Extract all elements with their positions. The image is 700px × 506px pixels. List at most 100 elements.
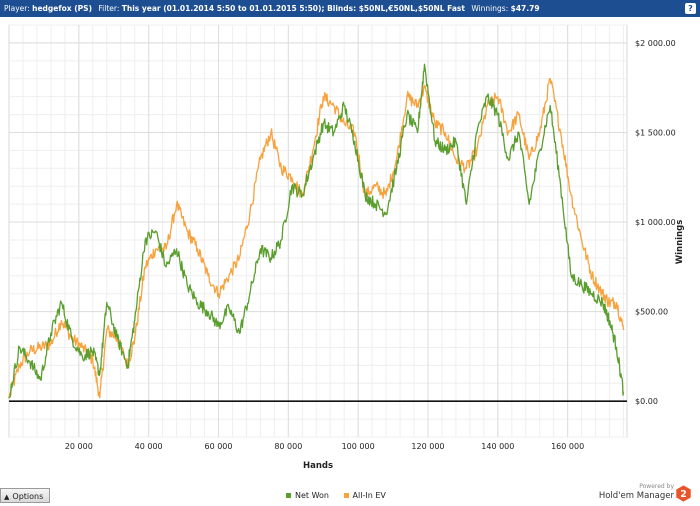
data-point-net-won bbox=[518, 131, 520, 134]
data-point-net-won bbox=[395, 167, 398, 169]
data-point-net-won bbox=[416, 131, 419, 134]
data-point-net-won bbox=[99, 373, 101, 375]
legend-swatch-all-in-ev bbox=[343, 493, 349, 498]
data-point-all-in-ev bbox=[238, 257, 241, 259]
x-tick-labels: 20 000 40 000 60 000 80 000 100 000 120 000 14… bbox=[65, 442, 584, 451]
data-point-net-won bbox=[364, 194, 366, 196]
data-point-net-won bbox=[528, 203, 530, 205]
data-point-all-in-ev bbox=[291, 176, 293, 178]
data-point-all-in-ev bbox=[81, 346, 83, 349]
y-tick-label: $2 000.00 bbox=[635, 39, 676, 48]
data-point-net-won bbox=[507, 158, 509, 160]
data-point-net-won bbox=[71, 337, 73, 340]
series-line-all-in-ev bbox=[8, 78, 625, 399]
data-point-net-won bbox=[385, 212, 387, 214]
x-tick-label: 140 000 bbox=[481, 442, 514, 451]
data-point-net-won bbox=[291, 185, 293, 187]
data-point-net-won bbox=[259, 248, 261, 250]
powered-by-text: Powered by bbox=[639, 483, 674, 490]
legend-item-all-in-ev[interactable]: All-In EV bbox=[343, 491, 386, 500]
data-point-all-in-ev bbox=[280, 167, 282, 169]
data-point-all-in-ev bbox=[207, 275, 209, 277]
data-point-all-in-ev bbox=[570, 194, 572, 196]
data-point-net-won bbox=[343, 105, 345, 107]
data-point-all-in-ev bbox=[455, 158, 457, 160]
data-point-net-won bbox=[560, 185, 562, 187]
data-point-all-in-ev bbox=[497, 96, 499, 98]
data-point-all-in-ev bbox=[217, 293, 220, 295]
data-point-net-won bbox=[18, 346, 21, 349]
data-point-all-in-ev bbox=[99, 396, 101, 399]
x-tick-label: 100 000 bbox=[342, 442, 375, 451]
data-point-net-won bbox=[591, 293, 593, 295]
data-point-all-in-ev bbox=[615, 302, 618, 304]
data-point-all-in-ev bbox=[322, 96, 324, 98]
data-point-all-in-ev bbox=[539, 131, 541, 134]
data-point-net-won bbox=[312, 158, 314, 160]
data-point-all-in-ev bbox=[622, 328, 625, 331]
data-point-all-in-ev bbox=[106, 328, 108, 331]
data-point-all-in-ev bbox=[581, 239, 583, 241]
data-point-all-in-ev bbox=[423, 87, 426, 89]
data-point-net-won bbox=[217, 325, 220, 327]
data-point-all-in-ev bbox=[333, 105, 335, 107]
legend-item-net-won[interactable]: Net Won bbox=[286, 491, 329, 500]
data-point-net-won bbox=[549, 105, 551, 107]
data-point-net-won bbox=[196, 302, 199, 304]
y-tick-label: $1 500.00 bbox=[635, 128, 676, 137]
x-tick-label: 160 000 bbox=[551, 442, 584, 451]
data-point-all-in-ev bbox=[354, 131, 356, 134]
data-point-all-in-ev bbox=[18, 364, 21, 366]
legend-label-all-in-ev: All-In EV bbox=[352, 491, 386, 500]
player-value: hedgefox (PS) bbox=[32, 4, 92, 13]
data-point-all-in-ev bbox=[591, 275, 593, 277]
data-point-all-in-ev bbox=[528, 158, 530, 160]
data-point-net-won bbox=[60, 302, 62, 304]
options-button[interactable]: ▲ Options bbox=[0, 488, 50, 503]
data-point-net-won bbox=[434, 140, 436, 143]
holdem-manager-logo: 2 bbox=[676, 485, 691, 502]
data-point-all-in-ev bbox=[50, 343, 52, 345]
data-point-all-in-ev bbox=[144, 266, 146, 268]
y-axis-label: Winnings bbox=[675, 220, 685, 265]
data-point-all-in-ev bbox=[444, 131, 447, 134]
y-tick-labels: $0.00 $500.00 $1 000.00 $1 500.00 $2 000.00 bbox=[635, 39, 676, 406]
x-tick-label: 80 000 bbox=[274, 442, 302, 451]
data-point-net-won bbox=[207, 311, 209, 313]
x-tick-label: 60 000 bbox=[204, 442, 232, 451]
data-point-all-in-ev bbox=[39, 346, 42, 349]
y-tick-label: $500.00 bbox=[635, 308, 668, 317]
data-point-all-in-ev bbox=[476, 149, 478, 151]
data-point-net-won bbox=[455, 140, 457, 143]
data-point-all-in-ev bbox=[249, 212, 251, 214]
data-point-net-won bbox=[465, 203, 467, 205]
data-point-net-won bbox=[39, 379, 42, 381]
data-point-net-won bbox=[622, 391, 625, 393]
data-point-all-in-ev bbox=[29, 350, 31, 352]
data-point-net-won bbox=[406, 113, 408, 116]
data-point-all-in-ev bbox=[259, 158, 261, 160]
data-point-net-won bbox=[615, 346, 618, 349]
help-icon[interactable]: ? bbox=[685, 3, 696, 14]
data-point-all-in-ev bbox=[385, 194, 387, 196]
data-point-net-won bbox=[29, 361, 31, 363]
svg-text:2: 2 bbox=[680, 489, 687, 500]
legend-swatch-net-won bbox=[286, 493, 291, 498]
winnings-label: Winnings: bbox=[471, 4, 509, 13]
brand-name: Hold'em Manager bbox=[598, 491, 674, 501]
data-point-net-won bbox=[186, 284, 188, 286]
filter-value: This year (01.01.2014 5:50 to 01.01.2015… bbox=[121, 4, 465, 13]
data-point-net-won bbox=[581, 284, 583, 286]
data-point-all-in-ev bbox=[507, 131, 509, 134]
data-point-net-won bbox=[238, 332, 241, 334]
data-point-net-won bbox=[50, 332, 52, 334]
data-point-net-won bbox=[280, 239, 282, 241]
player-label: Player: bbox=[4, 4, 30, 13]
data-point-all-in-ev bbox=[270, 131, 272, 134]
data-point-all-in-ev bbox=[343, 122, 345, 125]
data-point-net-won bbox=[155, 230, 157, 232]
data-point-net-won bbox=[249, 293, 251, 295]
data-point-net-won bbox=[134, 319, 136, 322]
data-point-net-won bbox=[354, 140, 356, 143]
data-point-all-in-ev bbox=[416, 105, 419, 107]
